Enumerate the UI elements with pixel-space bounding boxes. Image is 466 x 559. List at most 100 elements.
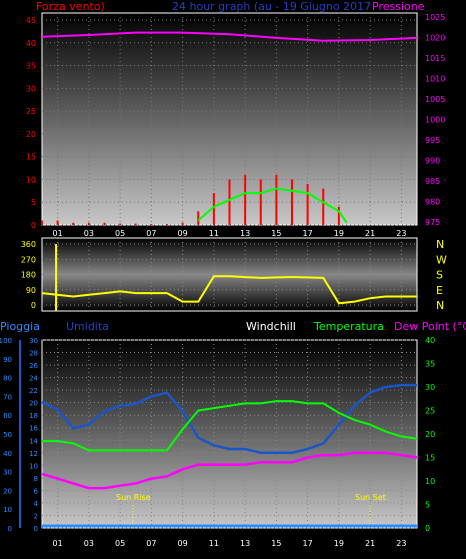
- hour-tick: 11: [209, 539, 219, 548]
- chart-title: 24 hour graph (au - 19 Giugno 2017: [172, 0, 371, 13]
- wind-tick: 10: [26, 175, 36, 184]
- rain-tick: 4: [34, 500, 39, 508]
- compass-label: N: [436, 299, 444, 312]
- humidity-label: Umidita: [66, 320, 109, 333]
- humidity-tick: 0: [8, 525, 12, 533]
- humidity-tick: 80: [3, 375, 12, 383]
- hour-tick: 01: [53, 229, 63, 238]
- temperature-line: [42, 400, 418, 452]
- direction-tick: 90: [26, 286, 36, 295]
- pressure-tick: 975: [425, 218, 440, 227]
- direction-tick: 270: [21, 255, 36, 264]
- wind-x-axis: 01 03 05 07 09 11 13 15 17 19 21 23: [53, 229, 407, 238]
- hour-tick: 01: [53, 539, 63, 548]
- rain-tick: 24: [29, 375, 38, 383]
- hour-tick: 13: [240, 229, 250, 238]
- hour-tick: 23: [396, 539, 406, 548]
- hour-tick: 17: [303, 539, 313, 548]
- temperature-tick: 10: [425, 477, 435, 486]
- pressure-tick: 995: [425, 136, 440, 145]
- hour-tick: 21: [365, 229, 375, 238]
- temperature-label: Temperatura: [313, 320, 384, 333]
- rain-label: Pioggia: [0, 320, 40, 333]
- rain-tick: 6: [34, 487, 39, 495]
- wind-speed-label: Forza vento): [36, 0, 105, 13]
- wind-tick: 30: [26, 84, 36, 93]
- pressure-line: [41, 31, 418, 42]
- rain-tick: 8: [34, 475, 38, 483]
- rain-tick: 20: [29, 400, 38, 408]
- temperature-tick: 20: [425, 430, 435, 439]
- rain-tick: 16: [29, 425, 38, 433]
- temperature-tick: 40: [425, 336, 435, 345]
- hour-tick: 07: [146, 229, 156, 238]
- compass-label: S: [436, 269, 443, 282]
- sunrise-label: Sun Rise: [116, 493, 151, 502]
- humidity-tick: 50: [3, 431, 12, 439]
- wind-tick: 15: [26, 153, 36, 162]
- pressure-tick: 1000: [425, 116, 445, 125]
- sunset-label: Sun Set: [355, 493, 386, 502]
- temperature-tick: 15: [425, 454, 435, 463]
- humidity-tick: 20: [3, 487, 12, 495]
- compass-label: N: [436, 238, 444, 251]
- climate-panel-bg: [41, 339, 418, 529]
- hour-tick: 03: [84, 539, 94, 548]
- wind-tick: 0: [31, 221, 36, 230]
- rain-tick: 18: [29, 412, 38, 420]
- windchill-label: Windchill: [246, 320, 296, 333]
- dewpoint-label: Dew Point (°C): [394, 320, 466, 333]
- avg-wind-line: [197, 187, 348, 224]
- rain-tick: 30: [29, 337, 38, 345]
- climate-series: [41, 383, 418, 528]
- pressure-tick: 1020: [425, 34, 445, 43]
- humidity-tick: 90: [3, 356, 12, 364]
- hour-tick: 13: [240, 539, 250, 548]
- hour-tick: 19: [334, 539, 344, 548]
- temperature-tick: 5: [425, 501, 430, 510]
- hour-tick: 11: [209, 229, 219, 238]
- pressure-axis: 975 980 985 990 995 1000 1005 1010 1015 1020 1025: [425, 13, 445, 227]
- wind-series: [41, 31, 418, 225]
- temperature-tick: 0: [425, 524, 430, 533]
- wind-direction-line: [41, 275, 417, 305]
- humidity-line: [41, 383, 417, 455]
- rain-tick: 0: [34, 525, 38, 533]
- compass-label: W: [436, 253, 447, 266]
- wind-tick: 25: [26, 107, 36, 116]
- temperature-tick: 30: [425, 383, 435, 392]
- direction-series: [41, 244, 417, 311]
- pressure-tick: 1015: [425, 54, 445, 63]
- direction-tick: 180: [21, 271, 36, 280]
- humidity-tick: 60: [3, 412, 12, 420]
- wind-axis: 0 5 10 15 20 25 30 35 40 45: [26, 16, 36, 230]
- wind-tick: 20: [26, 130, 36, 139]
- rain-tick: 10: [29, 462, 38, 470]
- humidity-axis: 0 10 20 30 40 50 60 70 80 90 100: [0, 337, 12, 533]
- pressure-tick: 1025: [425, 13, 445, 22]
- hour-tick: 23: [396, 229, 406, 238]
- hour-tick: 09: [178, 539, 188, 548]
- wind-tick: 40: [26, 39, 36, 48]
- wind-tick: 45: [26, 16, 36, 25]
- climate-x-axis: 01 03 05 07 09 11 13 15 17 19 21 23: [53, 539, 407, 548]
- dewpoint-line: [41, 451, 418, 490]
- pressure-tick: 1010: [425, 75, 445, 84]
- wind-tick: 35: [26, 62, 36, 71]
- hour-tick: 05: [115, 539, 125, 548]
- rain-tick: 14: [29, 437, 38, 445]
- humidity-tick: 40: [3, 450, 12, 458]
- pressure-tick: 1005: [425, 95, 445, 104]
- hour-tick: 21: [365, 539, 375, 548]
- compass-label: E: [436, 284, 443, 297]
- humidity-tick: 70: [3, 393, 12, 401]
- temperature-axis: 0 5 10 15 20 25 30 35 40: [425, 336, 435, 533]
- hour-tick: 15: [271, 539, 281, 548]
- temperature-tick: 25: [425, 407, 435, 416]
- hour-tick: 05: [115, 229, 125, 238]
- direction-axis: 0 90 180 270 360: [21, 240, 36, 310]
- rain-tick: 2: [34, 512, 38, 520]
- hour-tick: 07: [146, 539, 156, 548]
- sun-markers: Sun Rise Sun Set: [116, 493, 386, 528]
